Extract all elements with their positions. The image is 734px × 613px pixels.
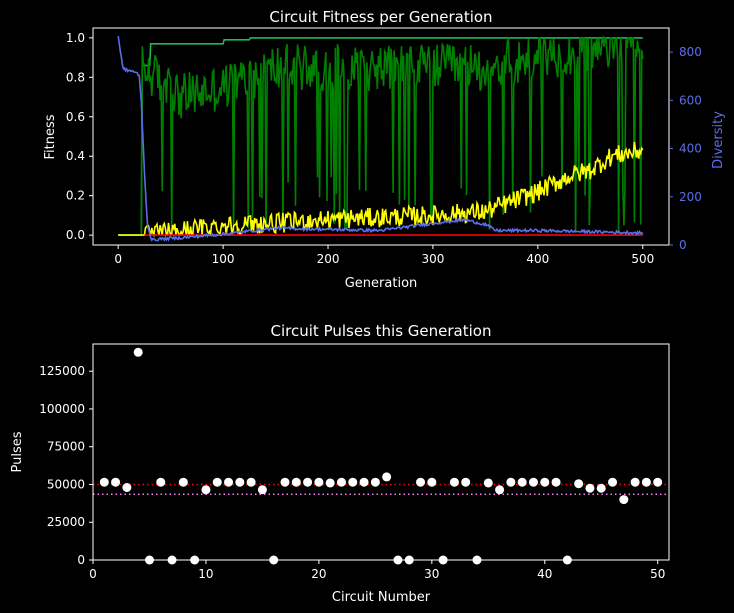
pulses-point bbox=[528, 477, 538, 487]
pulses-point bbox=[359, 477, 369, 487]
pulses-point bbox=[291, 477, 301, 487]
pulses-y-tick-label: 100000 bbox=[39, 402, 85, 416]
diversity-y-tick-label: 200 bbox=[679, 190, 702, 204]
pulses-point bbox=[303, 477, 313, 487]
pulses-y-axis-label: Pulses bbox=[10, 431, 25, 472]
fitness-x-tick-label: 0 bbox=[114, 252, 122, 266]
pulses-chart-title: Circuit Pulses this Generation bbox=[271, 322, 492, 340]
fitness-chart: Circuit Fitness per Generation 0 100 200 30… bbox=[43, 8, 726, 291]
pulses-point bbox=[224, 477, 234, 487]
diversity-y-ticks: 0 200 400 600 800 bbox=[669, 45, 702, 252]
pulses-point bbox=[257, 485, 267, 495]
pulses-point bbox=[99, 477, 109, 487]
pulses-x-ticks: 0 10 20 30 40 50 bbox=[89, 560, 665, 581]
diversity-y-axis-label: Diversity bbox=[711, 111, 726, 169]
pulses-point bbox=[574, 479, 584, 489]
fitness-x-tick-label: 200 bbox=[317, 252, 340, 266]
fitness-x-tick-label: 400 bbox=[526, 252, 549, 266]
pulses-x-tick-label: 10 bbox=[198, 567, 213, 581]
fitness-x-ticks: 0 100 200 300 400 500 bbox=[114, 245, 654, 266]
fitness-x-tick-label: 100 bbox=[212, 252, 235, 266]
pulses-point bbox=[517, 477, 527, 487]
pulses-point bbox=[178, 477, 188, 487]
fitness-y-axis-label: Fitness bbox=[43, 114, 58, 159]
fitness-series-line-4 bbox=[117, 35, 644, 242]
diversity-y-tick-label: 0 bbox=[679, 238, 687, 252]
pulses-point bbox=[133, 347, 143, 357]
pulses-x-tick-label: 0 bbox=[89, 567, 97, 581]
fitness-y-tick-label: 0.4 bbox=[66, 149, 85, 163]
pulses-point bbox=[201, 485, 211, 495]
pulses-point bbox=[619, 495, 629, 505]
pulses-point bbox=[325, 478, 335, 488]
pulses-x-axis-label: Circuit Number bbox=[332, 590, 431, 605]
fitness-y-tick-label: 0.2 bbox=[66, 189, 85, 203]
pulses-point bbox=[235, 477, 245, 487]
pulses-point bbox=[608, 477, 618, 487]
pulses-point bbox=[449, 477, 459, 487]
fitness-x-tick-label: 300 bbox=[421, 252, 444, 266]
pulses-point bbox=[280, 477, 290, 487]
pulses-y-tick-label: 0 bbox=[77, 553, 85, 567]
fitness-series-line-2 bbox=[118, 141, 644, 238]
pulses-y-tick-label: 50000 bbox=[47, 477, 85, 491]
pulses-point bbox=[630, 477, 640, 487]
pulses-point bbox=[653, 477, 663, 487]
pulses-point bbox=[111, 477, 121, 487]
pulses-point bbox=[495, 485, 505, 495]
fitness-y-tick-label: 0.8 bbox=[66, 70, 85, 84]
pulses-x-tick-label: 30 bbox=[424, 567, 439, 581]
pulses-plot-frame bbox=[92, 343, 670, 561]
diversity-y-tick-label: 800 bbox=[679, 45, 702, 59]
fitness-y-tick-label: 0.6 bbox=[66, 110, 85, 124]
diversity-y-tick-label: 600 bbox=[679, 93, 702, 107]
pulses-point bbox=[156, 477, 166, 487]
pulses-point bbox=[506, 477, 516, 487]
fitness-x-tick-label: 500 bbox=[631, 252, 654, 266]
pulses-point bbox=[336, 477, 346, 487]
pulses-point bbox=[540, 477, 550, 487]
fitness-plot-frame bbox=[92, 27, 670, 246]
pulses-y-tick-label: 75000 bbox=[47, 440, 85, 454]
fitness-y-ticks: 0.0 0.2 0.4 0.6 0.8 1.0 bbox=[66, 31, 93, 242]
fitness-series-line-1 bbox=[118, 34, 644, 236]
pulses-point bbox=[122, 482, 132, 492]
pulses-point bbox=[585, 483, 595, 493]
pulses-point bbox=[382, 472, 392, 482]
pulses-x-tick-label: 20 bbox=[311, 567, 326, 581]
fitness-series-group bbox=[117, 34, 644, 242]
fitness-chart-title: Circuit Fitness per Generation bbox=[269, 8, 492, 26]
pulses-reference-lines bbox=[93, 483, 669, 496]
pulses-point bbox=[596, 483, 606, 493]
fitness-y-tick-label: 0.0 bbox=[66, 228, 85, 242]
pulses-point bbox=[416, 477, 426, 487]
pulses-y-tick-label: 125000 bbox=[39, 364, 85, 378]
pulses-point bbox=[348, 477, 358, 487]
pulses-point bbox=[641, 477, 651, 487]
pulses-points bbox=[99, 347, 663, 565]
diversity-y-tick-label: 400 bbox=[679, 142, 702, 156]
pulses-point bbox=[483, 478, 493, 488]
pulses-point bbox=[461, 477, 471, 487]
pulses-point bbox=[551, 477, 561, 487]
pulses-point bbox=[246, 477, 256, 487]
pulses-x-tick-label: 50 bbox=[650, 567, 665, 581]
pulses-point bbox=[314, 477, 324, 487]
pulses-point bbox=[370, 477, 380, 487]
pulses-x-tick-label: 40 bbox=[537, 567, 552, 581]
pulses-chart: Circuit Pulses this Generation 0 10 20 30 40… bbox=[10, 322, 670, 605]
pulses-point bbox=[427, 477, 437, 487]
fitness-x-axis-label: Generation bbox=[345, 276, 418, 291]
pulses-y-ticks: 0 25000 50000 75000 100000 125000 bbox=[39, 364, 93, 567]
pulses-point bbox=[212, 477, 222, 487]
fitness-y-tick-label: 1.0 bbox=[66, 31, 85, 45]
pulses-y-tick-label: 25000 bbox=[47, 515, 85, 529]
